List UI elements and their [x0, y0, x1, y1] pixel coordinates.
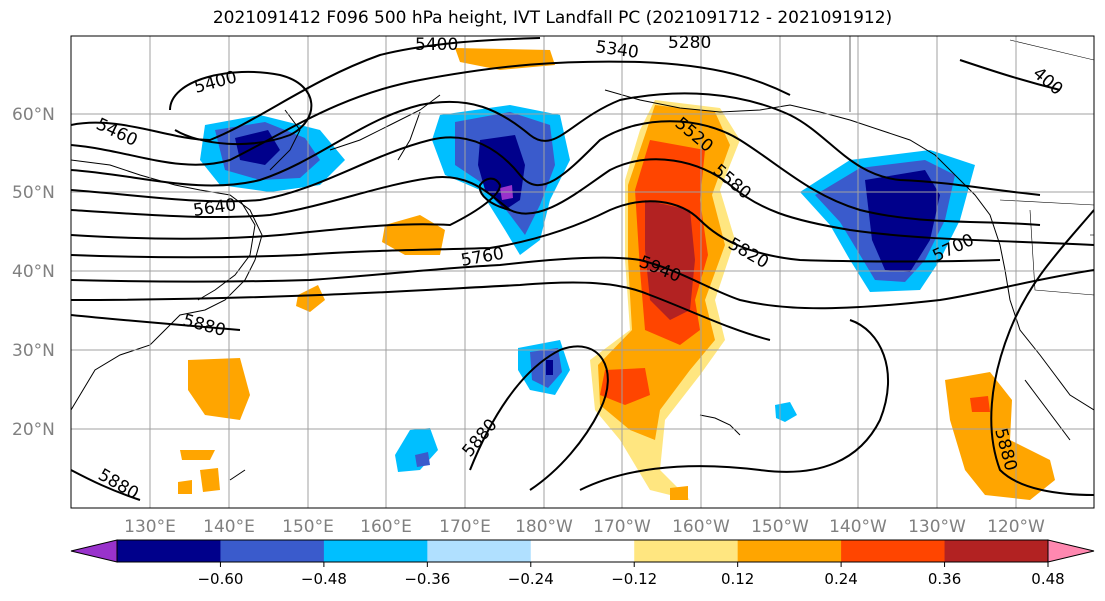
colorbar-cell — [944, 540, 1049, 562]
colorbar-cell — [530, 540, 635, 562]
map-frame — [70, 35, 1095, 509]
colorbar-cell — [427, 540, 532, 562]
colorbar: −0.60 −0.48 −0.36 −0.24 −0.12 0.12 0.24 0.36 0.4… — [70, 539, 1095, 588]
contour-label: 400 — [1029, 64, 1067, 100]
colorbar-cell — [323, 540, 428, 562]
lon-label: 130°E — [124, 517, 176, 537]
contour-label: 5280 — [668, 33, 711, 53]
colorbar-cell — [117, 540, 221, 562]
contour-label: 5340 — [594, 37, 640, 63]
lon-label: 140°W — [829, 517, 887, 537]
height-contours — [71, 37, 1094, 501]
lon-label: 180°W — [515, 517, 573, 537]
contour-label: 5400 — [415, 35, 458, 55]
lon-label: 170°E — [439, 517, 491, 537]
lat-label: 20°N — [12, 420, 55, 440]
colorbar-tick-label: −0.60 — [197, 570, 243, 588]
colorbar-tick-label: 0.24 — [824, 570, 857, 588]
lat-label: 30°N — [12, 341, 55, 361]
lon-label: 170°W — [593, 517, 651, 537]
colorbar-tick-label: 0.48 — [1031, 570, 1064, 588]
colorbar-cells — [116, 539, 1049, 563]
colorbar-tick-label: 0.36 — [928, 570, 961, 588]
contour-label: 5880 — [95, 465, 142, 504]
colorbar-tick-label: −0.48 — [301, 570, 347, 588]
lon-label: 130°W — [908, 517, 966, 537]
colorbar-tick-label: −0.36 — [404, 570, 450, 588]
lon-label: 120°W — [987, 517, 1045, 537]
lon-label: 160°E — [360, 517, 412, 537]
latitude-labels: 60°N 50°N 40°N 30°N 20°N — [12, 105, 55, 440]
colorbar-extend-max — [1047, 539, 1095, 563]
colorbar-cell — [634, 540, 739, 562]
lat-label: 50°N — [12, 183, 55, 203]
lat-label: 60°N — [12, 105, 55, 125]
colorbar-cell — [841, 540, 946, 562]
contour-label: 5400 — [192, 67, 239, 98]
colorbar-tick-label: −0.24 — [508, 570, 554, 588]
colorbar-tick-label: −0.12 — [611, 570, 657, 588]
colorbar-ticks: −0.60 −0.48 −0.36 −0.24 −0.12 0.12 0.24 0.36 0.4… — [197, 562, 1065, 588]
map-title: 2021091412 F096 500 hPa height, IVT Land… — [212, 8, 893, 28]
contour-label: 5460 — [93, 114, 141, 150]
lon-label: 150°E — [282, 517, 334, 537]
contour-label: 5820 — [725, 234, 772, 273]
ivt-positive-darkred — [645, 200, 695, 320]
contour-label: 5880 — [181, 311, 228, 342]
lon-label: 160°W — [672, 517, 730, 537]
lon-label: 140°E — [203, 517, 255, 537]
colorbar-tick-label: 0.12 — [721, 570, 754, 588]
lat-label: 40°N — [12, 262, 55, 282]
colorbar-cell — [220, 540, 325, 562]
colorbar-cell — [737, 540, 842, 562]
gridlines — [71, 36, 1094, 508]
coastlines — [71, 89, 1094, 481]
colorbar-extend-min — [70, 539, 118, 563]
longitude-labels: 130°E 140°E 150°E 160°E 170°E 180°W 170°… — [124, 517, 1045, 537]
lon-label: 150°W — [751, 517, 809, 537]
